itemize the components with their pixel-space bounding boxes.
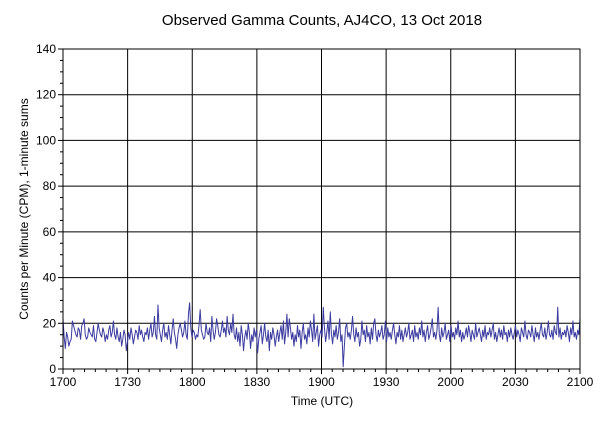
y-tick-label: 20 xyxy=(43,316,57,330)
x-tick-label: 1900 xyxy=(308,375,335,389)
y-tick-label: 120 xyxy=(36,88,56,102)
plot-border xyxy=(62,48,581,370)
y-tick-label: 80 xyxy=(43,179,57,193)
x-tick-label: 1830 xyxy=(244,375,271,389)
x-tick-label: 2000 xyxy=(437,375,464,389)
x-tick-label: 1730 xyxy=(114,375,141,389)
y-tick-label: 40 xyxy=(43,271,57,285)
x-tick-label: 1800 xyxy=(179,375,206,389)
x-tick-labels: 1700 1730 1800 1830 1900 1930 2000 2030 2100 xyxy=(50,375,594,389)
grid-lines xyxy=(63,49,580,369)
chart-title: Observed Gamma Counts, AJ4CO, 13 Oct 201… xyxy=(162,12,482,29)
x-tick-label: 1930 xyxy=(373,375,400,389)
y-tick-labels: 0 20 40 60 80 100 120 140 xyxy=(36,42,56,376)
x-tick-label: 2100 xyxy=(567,375,594,389)
y-axis-label: Counts per Minute (CPM), 1-minute sums xyxy=(17,98,31,319)
x-tick-label: 1700 xyxy=(50,375,77,389)
y-tick-label: 60 xyxy=(43,225,57,239)
y-tick-label: 100 xyxy=(36,133,56,147)
series-line xyxy=(62,302,581,368)
x-axis-label: Time (UTC) xyxy=(291,394,353,408)
x-tick-label: 2030 xyxy=(502,375,529,389)
series-layer xyxy=(62,302,581,368)
y-tick-label: 140 xyxy=(36,42,56,56)
y-tick-label: 0 xyxy=(49,362,56,376)
